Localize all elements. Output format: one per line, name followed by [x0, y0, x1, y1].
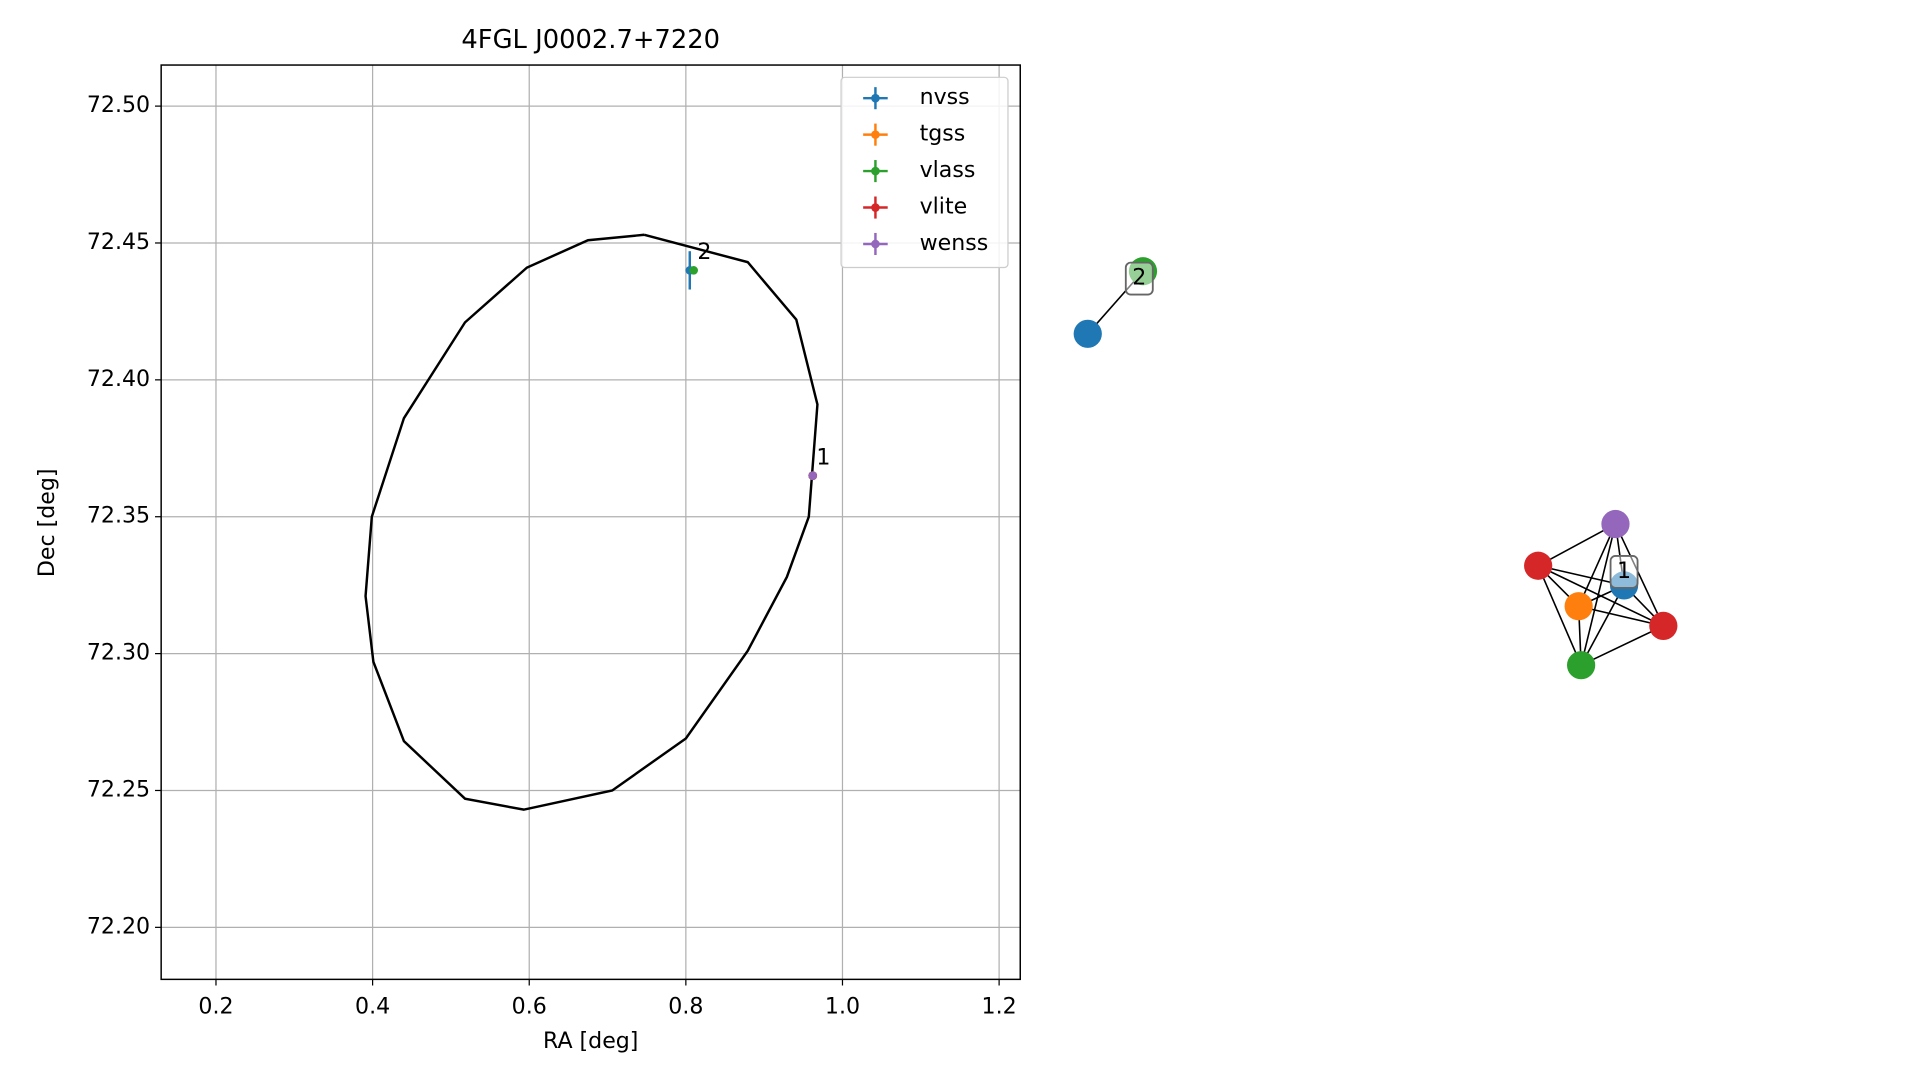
point [808, 471, 818, 480]
legend-marker [871, 203, 880, 212]
graph-edge [1580, 585, 1625, 666]
graph-edge [1580, 625, 1664, 666]
graph-edge [1537, 565, 1582, 666]
legend-marker [871, 93, 880, 103]
y-tick-label: 72.30 [87, 640, 150, 666]
graph-edge [1577, 523, 1617, 607]
x-tick-label: 0.4 [355, 994, 390, 1020]
legend-box [840, 76, 1009, 269]
plot-area: 0.2 0.4 0.6 0.8 1.0 1.2 72.20 72.25 72.30 72.35 72… [87, 64, 1021, 1020]
y-tick-label: 72.45 [87, 229, 150, 255]
y-tick-label: 72.25 [87, 776, 150, 802]
x-tick-label: 1.0 [825, 994, 860, 1020]
x-tick-label: 0.8 [668, 994, 703, 1020]
x-tick-label: 0.6 [512, 994, 547, 1020]
graph-node [1564, 592, 1593, 621]
graph-label: 2 [1132, 265, 1146, 291]
y-tick-label: 72.50 [87, 92, 150, 118]
graph-node [1649, 611, 1678, 641]
graph-node [1073, 319, 1102, 348]
graph-node [1567, 651, 1596, 680]
error-ellipse [364, 233, 819, 811]
graph-node [1601, 509, 1630, 539]
chart-title: 4FGL J0002.7+7220 [461, 25, 720, 55]
y-axis-label: Dec [deg] [34, 469, 60, 578]
legend-marker [871, 239, 880, 249]
legend-marker [871, 166, 880, 176]
network-graph: 12 [1073, 257, 1678, 680]
graph-label: 1 [1617, 558, 1631, 584]
point-label: 2 [697, 239, 711, 265]
x-axis-label: RA [deg] [543, 1028, 638, 1054]
x-tick-label: 1.2 [982, 994, 1017, 1020]
graph-edge [1578, 605, 1664, 627]
legend-label: tgss [920, 121, 966, 147]
point [689, 266, 698, 275]
legend-label: vlass [920, 157, 976, 183]
graph-node [1524, 551, 1553, 580]
axes-frame [160, 64, 1021, 981]
y-tick-label: 72.40 [87, 366, 150, 392]
legend-label: nvss [920, 84, 970, 110]
graph-edge [1614, 523, 1665, 627]
y-tick-label: 72.20 [87, 913, 150, 939]
graph-edge [1537, 523, 1616, 567]
legend-label: wenss [920, 230, 989, 256]
graph-label-box [1609, 555, 1639, 589]
y-tick-label: 72.35 [87, 503, 150, 529]
point-label: 1 [816, 444, 830, 470]
x-tick-label: 0.2 [198, 994, 233, 1020]
graph-label-box [1124, 261, 1154, 296]
legend-marker [871, 130, 880, 139]
legend-label: vlite [920, 194, 968, 220]
